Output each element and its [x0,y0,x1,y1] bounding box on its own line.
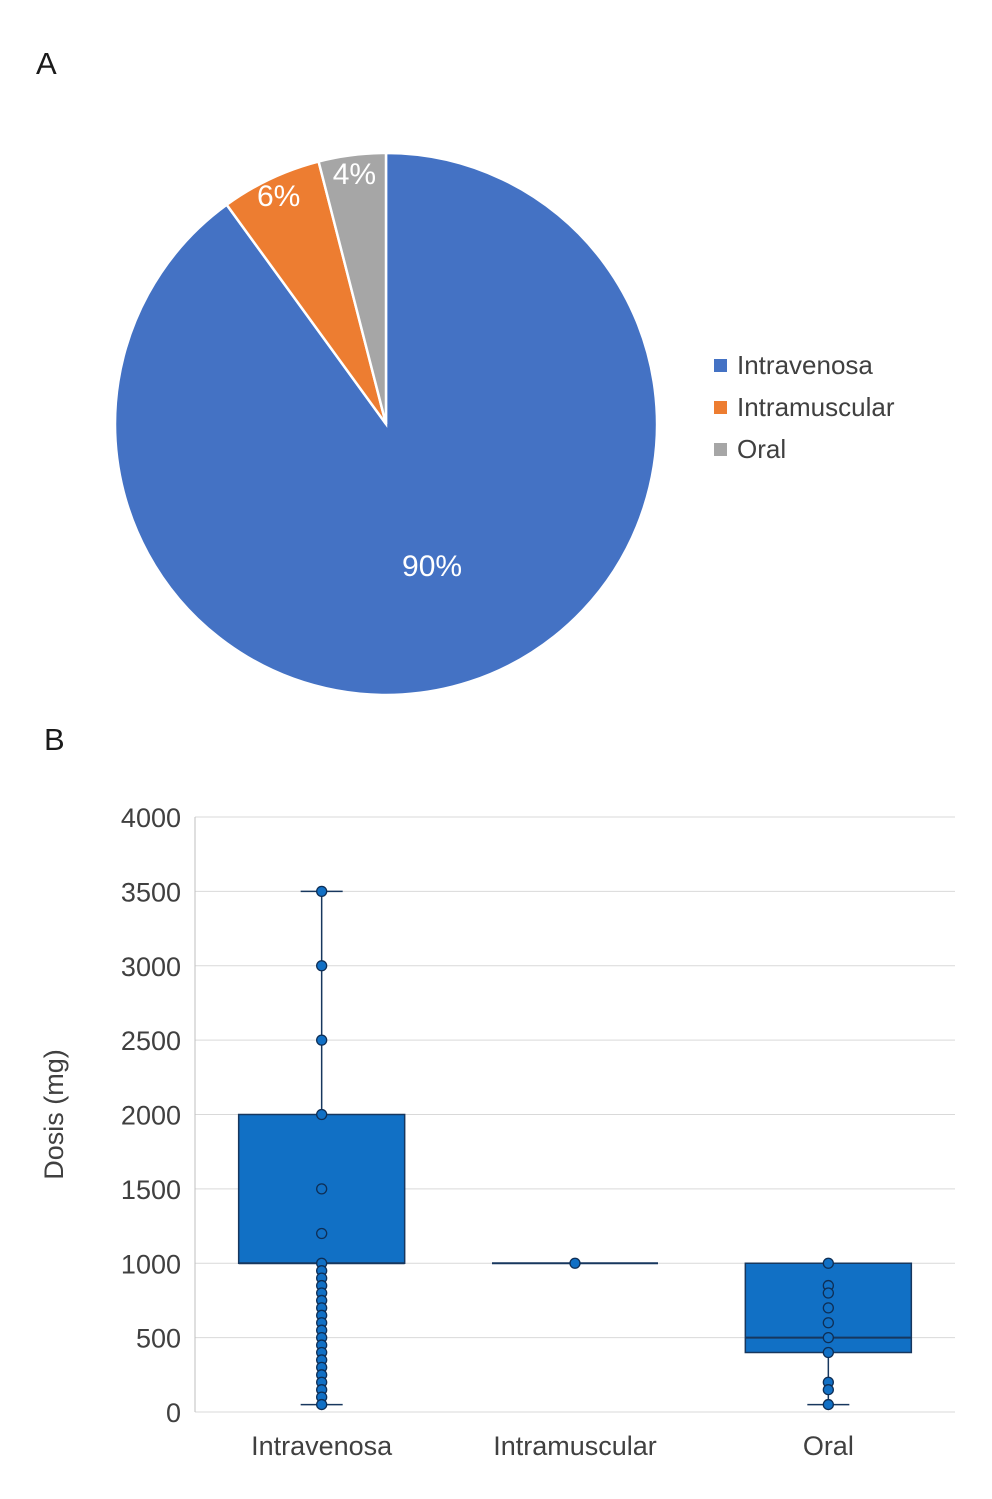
legend-item-intramuscular: Intramuscular [714,392,895,423]
data-point [316,1398,328,1411]
data-point [822,1302,834,1314]
y-tick-label: 3500 [121,877,181,907]
pie-legend: Intravenosa Intramuscular Oral [714,350,895,465]
data-point [316,885,328,898]
legend-label: Intravenosa [737,350,873,380]
pie-slice-oral [317,151,388,425]
y-axis-title: Dosis (mg) [39,1049,69,1180]
y-tick-label: 1000 [121,1249,181,1279]
data-point [316,1227,328,1240]
panel-b-label: B [44,722,66,757]
legend-label: Intramuscular [737,392,895,422]
data-point [569,1257,581,1269]
y-tick-label: 3000 [121,952,181,982]
data-point [822,1317,834,1329]
y-tick-label: 0 [166,1398,181,1428]
data-point [316,1183,328,1195]
legend-swatch-icon [714,359,727,372]
panel-a-label: A [36,46,58,81]
legend-label: Oral [737,434,787,464]
y-tick-label: 2000 [121,1101,181,1131]
data-point [822,1384,834,1396]
pie-chart: 90% 6% 4% [113,151,659,697]
data-point [822,1346,834,1359]
data-point [822,1398,834,1411]
legend-item-intravenosa: Intravenosa [714,350,895,381]
y-tick-label: 4000 [121,803,181,833]
data-point [822,1257,834,1269]
data-point [822,1331,834,1344]
legend-swatch-icon [714,443,727,456]
x-category-label: Oral [803,1431,854,1461]
data-point [316,1034,328,1046]
data-point [316,960,328,972]
data-point [316,1108,328,1121]
legend-item-oral: Oral [714,434,895,465]
legend-swatch-icon [714,401,727,414]
pie-data-label: 90% [402,550,462,583]
x-category-label: Intravenosa [251,1431,393,1461]
boxplot-chart: 0 500 1000 1500 2000 2500 3000 3500 4000 Dosis (m… [39,803,955,1461]
data-point [822,1287,834,1299]
x-category-label: Intramuscular [493,1431,657,1461]
y-tick-label: 1500 [121,1175,181,1205]
pie-data-label: 4% [333,158,376,191]
y-tick-label: 500 [136,1324,181,1354]
y-tick-label: 2500 [121,1026,181,1056]
pie-data-label: 6% [257,180,300,213]
